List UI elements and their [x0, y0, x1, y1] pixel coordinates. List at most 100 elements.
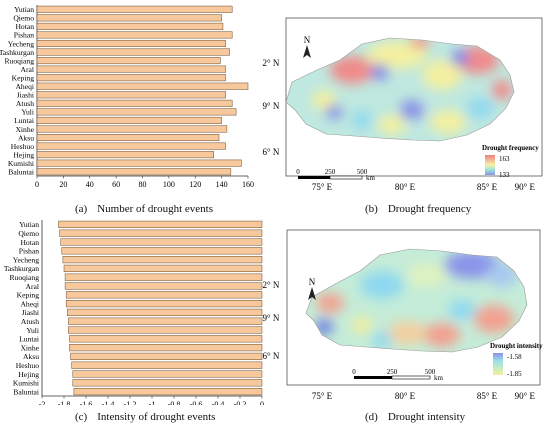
bar-aheqi: [36, 82, 249, 90]
scale-b-tick-2: 500: [357, 168, 368, 176]
category-label-jiashi: Jiashi: [22, 308, 39, 317]
x-tick-label: -1: [149, 400, 156, 405]
x-tick-label: 40: [86, 180, 94, 189]
legend-d-colorbar: [493, 353, 503, 375]
bar-yecheng: [36, 39, 226, 47]
lat-label-b-36: 36° N: [262, 147, 280, 157]
north-label-d: N: [309, 277, 316, 287]
scale-d-tick-1: 250: [387, 368, 398, 376]
bar-yutian: [36, 5, 233, 13]
lon-label-d-90: 90° E: [515, 391, 536, 401]
bar-baluntai: [36, 168, 232, 176]
bar-aheqi: [65, 300, 263, 308]
bar-pishan: [61, 247, 263, 255]
category-label-luntai: Luntai: [14, 116, 34, 125]
lat-label-d-39: 39° N: [262, 313, 280, 323]
caption-d: (d) Drought intensity: [365, 411, 465, 423]
caption-b: (b) Drought frequency: [365, 203, 471, 215]
lon-label-d-80: 80° E: [395, 391, 416, 401]
bar-kumishi: [72, 379, 263, 387]
category-label-aral: Aral: [26, 282, 40, 291]
bar-qiemo: [59, 229, 263, 237]
lat-label-b-42: 42° N: [262, 58, 280, 68]
category-label-hotan: Hotan: [15, 22, 34, 31]
legend-b-title: Drought frequency: [482, 144, 539, 152]
legend-d-max: -1.58: [507, 353, 522, 361]
bar-jiashi: [36, 91, 226, 99]
bar-heshuo: [36, 142, 226, 150]
caption-a: (a) Number of drought events: [75, 203, 213, 215]
bar-atush: [68, 317, 263, 325]
bar-kumishi: [36, 159, 242, 167]
category-label-tashkurgan: Tashkurgan: [0, 48, 34, 57]
bar-hejing: [36, 151, 214, 159]
x-tick-label: 160: [242, 180, 254, 189]
bar-heshuo: [71, 361, 263, 369]
x-tick-label: -0.6: [190, 400, 203, 405]
category-label-xinhe: Xinhe: [20, 343, 39, 352]
bar-aksu: [36, 134, 220, 142]
x-tick-label: 20: [59, 180, 67, 189]
map-b-surface: [286, 38, 514, 141]
category-label-pishan: Pishan: [19, 247, 39, 256]
caption-d-text: Drought intensity: [387, 411, 466, 423]
x-tick-label: 0: [260, 400, 264, 405]
legend-d: Drought intensity -1.58 -1.85: [490, 342, 543, 378]
bar-xinhe: [36, 125, 228, 133]
map-b-outline: [285, 37, 515, 142]
legend-b: Drought frequency 163 133: [482, 144, 539, 179]
category-label-ruoqiang: Ruoqiang: [4, 56, 34, 65]
category-label-tashkurgan: Tashkurgan: [4, 264, 39, 273]
x-tick-label: -1.8: [58, 400, 71, 405]
bar-yuli: [36, 108, 237, 116]
lon-label-d-85: 85° E: [477, 391, 498, 401]
category-label-aral: Aral: [21, 65, 35, 74]
lon-label-b-80: 80° E: [395, 182, 416, 192]
bar-ruoqiang: [36, 57, 221, 65]
category-label-yuli: Yuli: [21, 108, 34, 117]
x-tick-label: -0.8: [168, 400, 181, 405]
lon-label-b-90: 90° E: [515, 182, 536, 192]
x-tick-label: -1.2: [124, 400, 137, 405]
category-label-ruoqiang: Ruoqiang: [9, 273, 39, 282]
category-label-kumishi: Kumishi: [13, 379, 39, 388]
scale-d-tick-0: 0: [352, 368, 356, 376]
x-tick-label: 120: [189, 180, 201, 189]
category-label-luntai: Luntai: [19, 335, 39, 344]
map-d-outline: [305, 248, 528, 353]
bar-qiemo: [36, 14, 222, 22]
category-label-kumishi: Kumishi: [8, 159, 34, 168]
category-label-keping: Keping: [12, 73, 35, 82]
lat-label-d-42: 42° N: [262, 280, 280, 290]
category-label-yecheng: Yecheng: [13, 255, 39, 264]
category-label-qiemo: Qiemo: [18, 229, 39, 238]
x-tick-label: 0: [35, 180, 39, 189]
bar-aral: [64, 282, 263, 290]
bar-tashkurgan: [36, 48, 230, 56]
category-label-aksu: Aksu: [18, 133, 34, 142]
scale-d-tick-2: 500: [425, 368, 436, 376]
category-label-atush: Atush: [21, 317, 39, 326]
caption-a-text: Number of drought events: [97, 203, 213, 215]
category-label-atush: Atush: [16, 99, 34, 108]
x-tick-label: 140: [216, 180, 228, 189]
drought-events-bar-chart: YutianQiemoHotanPishanYechengTashkurganR…: [0, 5, 254, 189]
caption-c-letter: (c): [75, 411, 88, 423]
category-label-xinhe: Xinhe: [15, 125, 34, 134]
bar-aral: [36, 65, 226, 73]
category-label-yutian: Yutian: [14, 5, 34, 14]
caption-c: (c) Intensity of drought events: [75, 411, 215, 423]
x-tick-label: 60: [112, 180, 120, 189]
x-tick-label: -0.4: [212, 400, 225, 405]
category-label-hejing: Hejing: [13, 150, 34, 159]
caption-a-letter: (a): [75, 203, 88, 215]
drought-intensity-bar-chart: YutianQiemoHotanPishanYechengTashkurganR…: [4, 220, 264, 405]
category-label-yecheng: Yecheng: [8, 39, 34, 48]
x-tick-label: -1.4: [102, 400, 115, 405]
bar-baluntai: [73, 388, 263, 396]
category-label-heshuo: Heshuo: [11, 142, 34, 151]
bar-hotan: [60, 238, 263, 246]
legend-b-colorbar: [485, 155, 495, 175]
bar-hotan: [36, 22, 224, 30]
north-arrow-icon: N: [308, 277, 316, 300]
